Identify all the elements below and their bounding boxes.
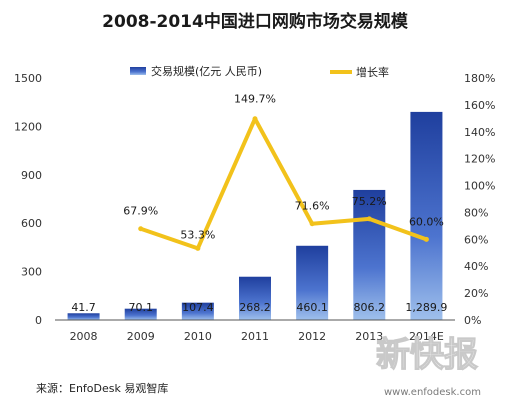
right-axis-tick-label: 40% bbox=[464, 260, 488, 273]
bar-value-label: 806.2 bbox=[354, 301, 386, 314]
bar bbox=[181, 302, 214, 320]
x-axis-tick-label: 2008 bbox=[70, 330, 98, 343]
right-axis-tick-label: 60% bbox=[464, 233, 488, 246]
growth-rate-label: 53.3% bbox=[180, 228, 215, 241]
left-axis-tick-label: 1200 bbox=[14, 120, 42, 133]
bar bbox=[239, 276, 271, 320]
left-axis-tick-label: 600 bbox=[21, 217, 42, 230]
growth-rate-series: 67.9% 53.3% 149.7% 71.6% 75.2% 60.0% bbox=[123, 93, 444, 251]
bar-value-label: 41.7 bbox=[71, 301, 96, 314]
legend-bar-label: 交易规模(亿元 人民币) bbox=[151, 64, 262, 78]
right-axis-tick-label: 0% bbox=[464, 314, 481, 327]
growth-rate-point bbox=[423, 236, 429, 242]
bar bbox=[124, 308, 157, 320]
x-axis: 2008 2009 2010 2011 2012 2013 2014E bbox=[55, 319, 455, 343]
growth-rate-point bbox=[252, 116, 258, 122]
right-axis-tick-label: 120% bbox=[464, 153, 495, 166]
right-axis: 0% 20% 40% 60% 80% 100% 120% 140% 160% 180% bbox=[464, 72, 495, 327]
growth-rate-label: 149.7% bbox=[234, 93, 276, 106]
bar bbox=[353, 189, 386, 320]
right-axis-tick-label: 160% bbox=[464, 99, 495, 112]
left-axis: 0 300 600 900 1200 1500 bbox=[14, 72, 42, 327]
x-axis-tick-label: 2013 bbox=[355, 330, 383, 343]
bar-series: 41.7 70.1 107.4 268.2 460.1 806.2 1,289.9 bbox=[67, 111, 447, 320]
bar bbox=[410, 111, 443, 320]
x-axis-tick-label: 2011 bbox=[241, 330, 269, 343]
left-axis-tick-label: 1500 bbox=[14, 72, 42, 85]
growth-rate-label: 67.9% bbox=[123, 205, 158, 218]
chart-title: 2008-2014中国进口网购市场交易规模 bbox=[102, 11, 409, 32]
watermark: www.enfodesk.com 新快报 bbox=[375, 334, 481, 398]
right-axis-tick-label: 20% bbox=[464, 287, 488, 300]
x-axis-tick-label: 2012 bbox=[298, 330, 326, 343]
bar-value-label: 268.2 bbox=[239, 301, 271, 314]
growth-rate-label: 75.2% bbox=[352, 195, 387, 208]
watermark-logo: 新快报 bbox=[376, 335, 478, 375]
bar-value-label: 70.1 bbox=[128, 301, 153, 314]
bar bbox=[296, 245, 329, 320]
legend-bar-swatch bbox=[130, 67, 146, 75]
bar-value-label: 460.1 bbox=[296, 301, 328, 314]
growth-rate-point bbox=[138, 226, 144, 232]
right-axis-tick-label: 180% bbox=[464, 72, 495, 85]
right-axis-tick-label: 100% bbox=[464, 180, 495, 193]
left-axis-tick-label: 900 bbox=[21, 169, 42, 182]
growth-rate-label: 60.0% bbox=[409, 215, 444, 228]
growth-rate-line bbox=[138, 116, 429, 251]
x-axis-tick-label: 2010 bbox=[184, 330, 212, 343]
bar bbox=[67, 313, 100, 320]
growth-rate-label: 71.6% bbox=[295, 200, 330, 213]
bar-value-label: 107.4 bbox=[182, 301, 214, 314]
bar-value-label: 1,289.9 bbox=[405, 301, 447, 314]
right-axis-tick-label: 140% bbox=[464, 126, 495, 139]
x-axis-tick-label: 2014E bbox=[409, 330, 444, 343]
left-axis-tick-label: 300 bbox=[21, 266, 42, 279]
growth-rate-point bbox=[366, 216, 372, 222]
legend-line-label: 增长率 bbox=[356, 65, 389, 79]
x-axis-tick-label: 2009 bbox=[127, 330, 155, 343]
source-note: 来源：EnfoDesk 易观智库 bbox=[36, 381, 168, 395]
left-axis-tick-label: 0 bbox=[35, 314, 42, 327]
legend: 交易规模(亿元 人民币) 增长率 bbox=[130, 64, 389, 79]
growth-rate-point bbox=[309, 221, 315, 227]
watermark-url: www.enfodesk.com bbox=[384, 387, 481, 398]
growth-rate-point bbox=[195, 245, 201, 251]
right-axis-tick-label: 80% bbox=[464, 206, 488, 219]
